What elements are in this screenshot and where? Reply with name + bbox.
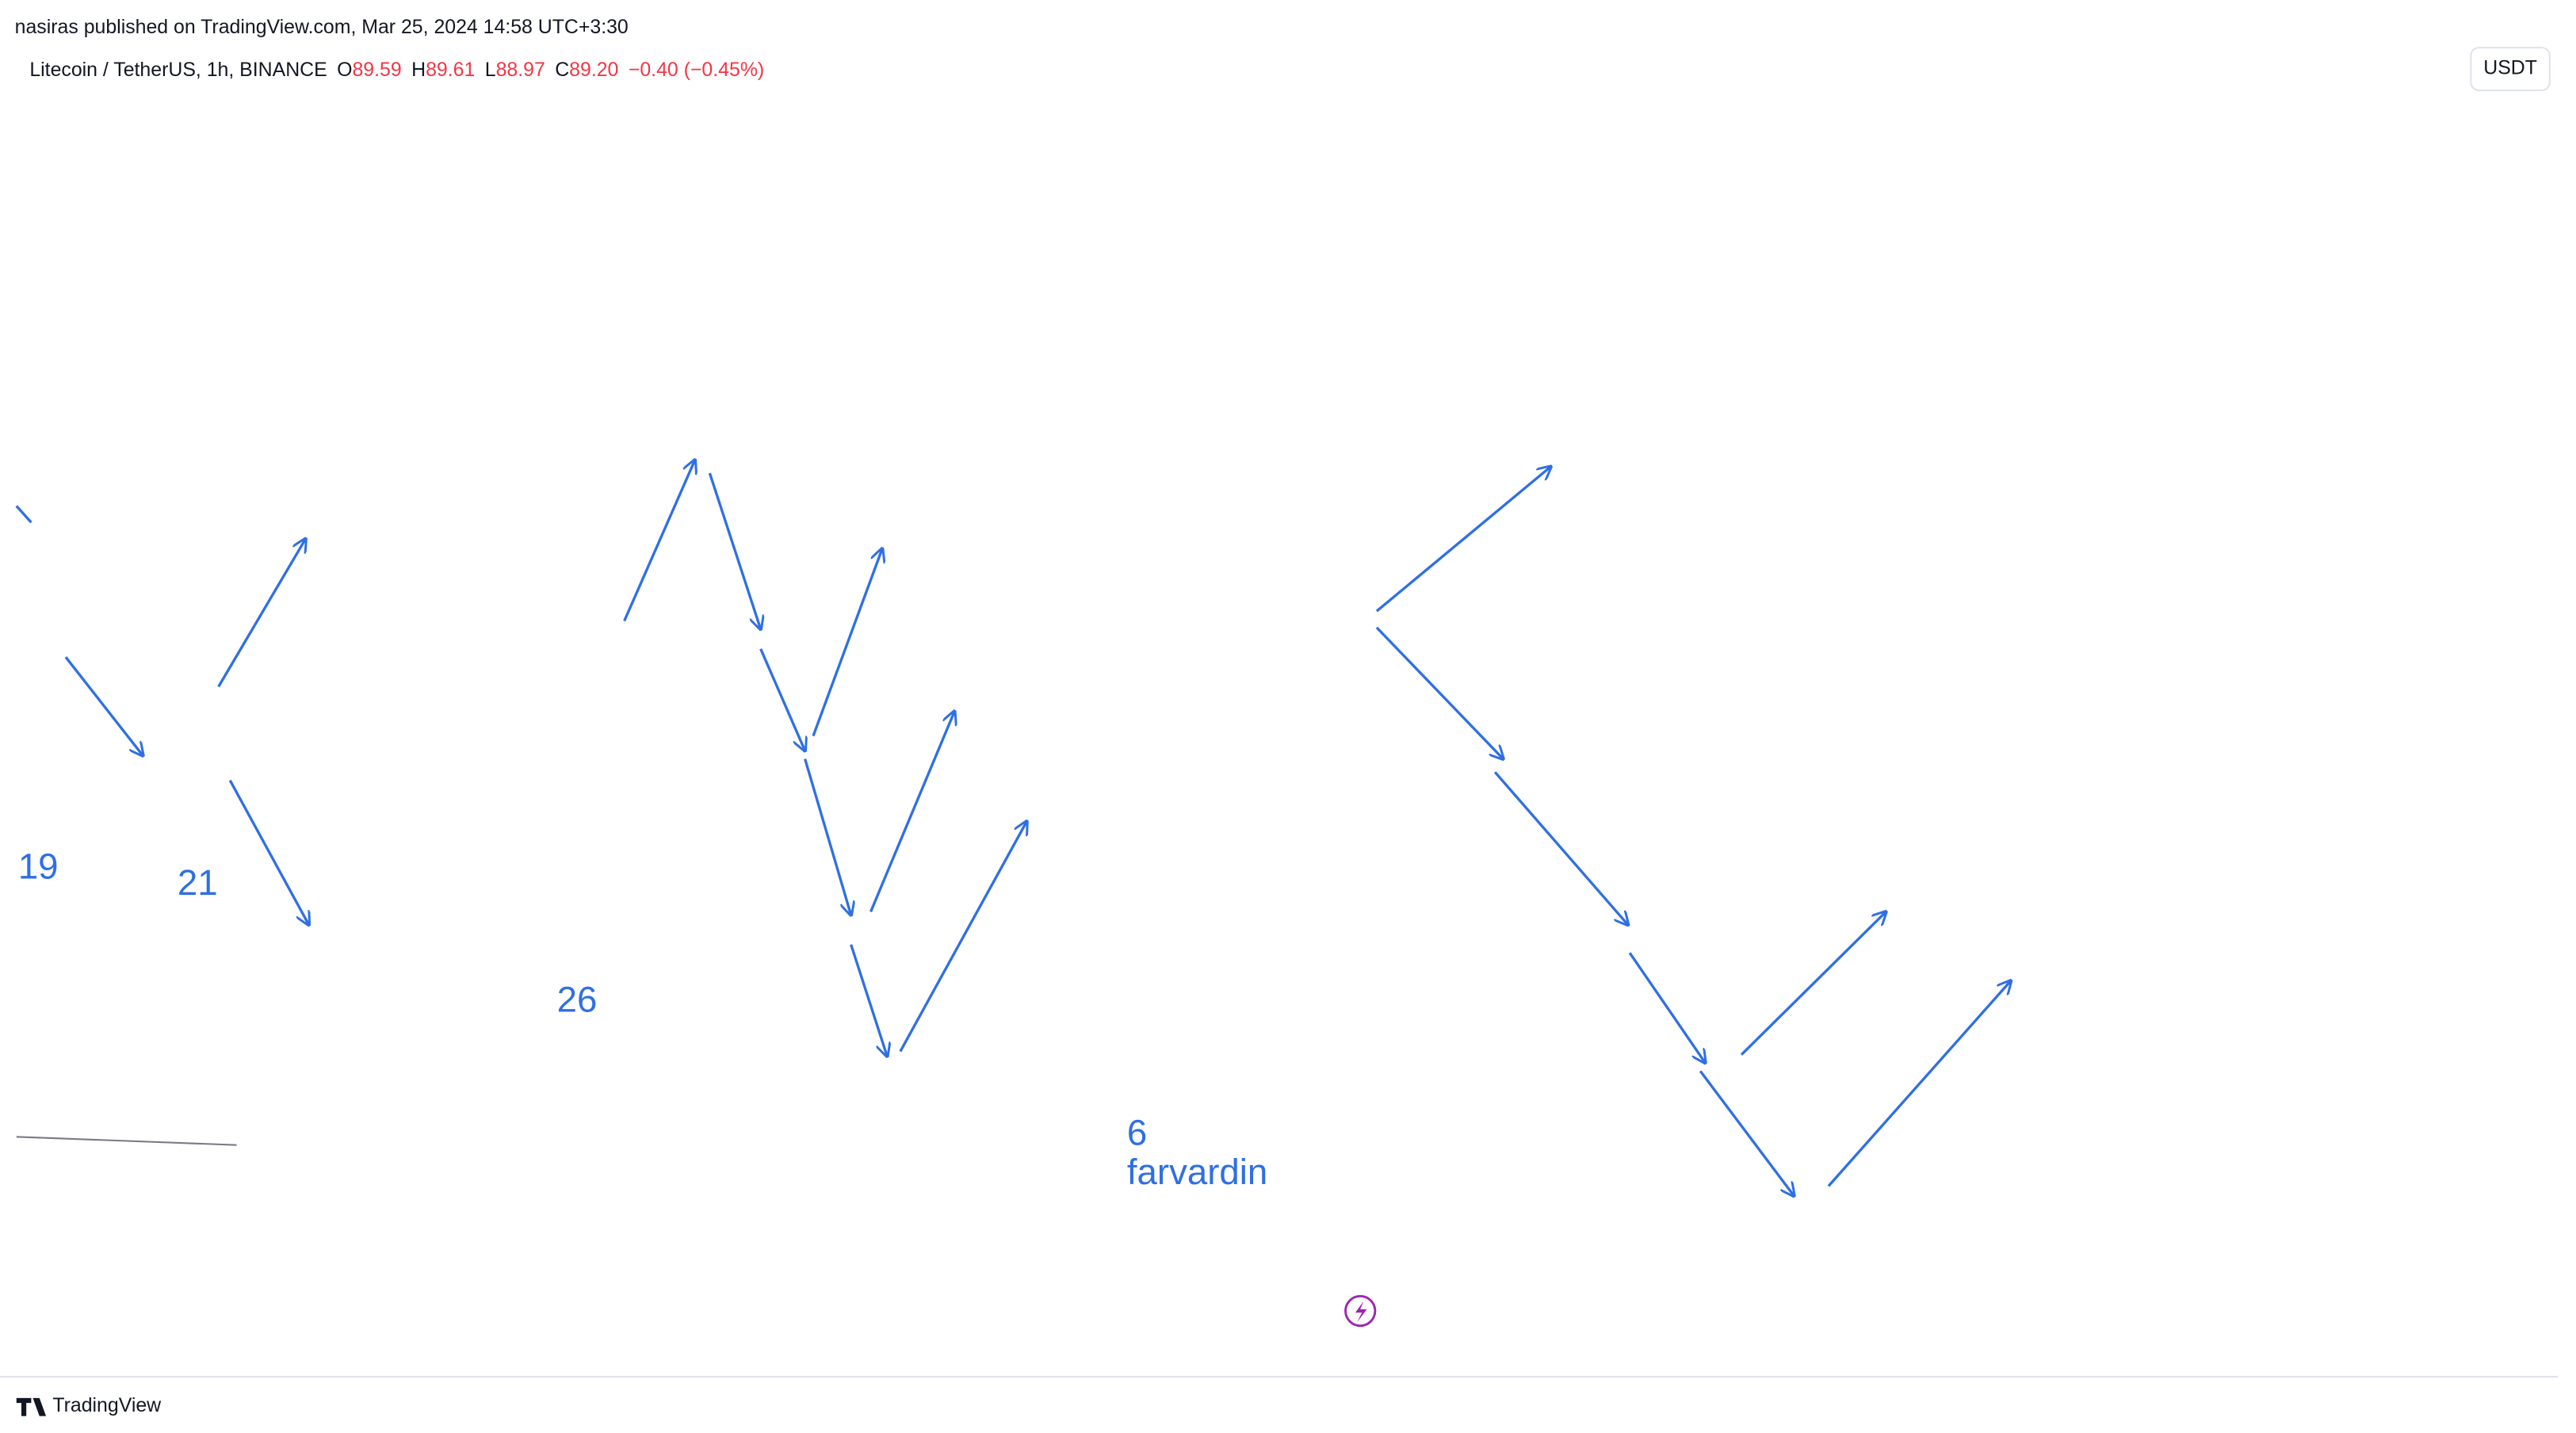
symbol-legend: Litecoin / TetherUS, 1h, BINANCE O89.59 H8…	[29, 59, 764, 81]
symbol-name: Litecoin / TetherUS, 1h, BINANCE	[29, 59, 327, 81]
annotation: 6	[1127, 1112, 1147, 1152]
annotations: 19 21 26 6 farvardin	[18, 846, 1267, 1192]
currency-button-label[interactable]: USDT	[2483, 57, 2537, 79]
ohlc-value: 89.59	[352, 59, 401, 81]
arrows	[15, 460, 2011, 1196]
published-line: nasiras published on TradingView.com, Ma…	[15, 16, 629, 38]
trend-line	[16, 1136, 237, 1146]
arrow	[850, 944, 888, 1057]
arrow	[1740, 911, 1886, 1056]
logo-mark	[16, 1397, 47, 1416]
annotation: 21	[178, 862, 218, 903]
ohlc-key: O	[337, 59, 352, 81]
arrow	[869, 711, 955, 912]
ohlc-value: 88.97	[496, 59, 545, 81]
annotation: 26	[557, 979, 598, 1019]
arrow	[217, 539, 306, 688]
arrow	[804, 759, 851, 915]
footer-logo: TradingView	[52, 1394, 162, 1416]
currency-button[interactable]	[2470, 47, 2551, 92]
ohlc-value: 89.20	[569, 59, 618, 81]
arrow	[64, 656, 143, 755]
ohlc-key: H	[411, 59, 426, 81]
event-icon-bolt	[1355, 1301, 1367, 1323]
annotation: 19	[18, 846, 59, 886]
arrow	[759, 648, 805, 751]
ohlc-key: L	[485, 59, 496, 81]
arrow	[1699, 1070, 1794, 1196]
price-axis-bg	[2460, 44, 2576, 1378]
annotation: farvardin	[1127, 1152, 1267, 1192]
drawing-line	[15, 505, 32, 524]
arrow	[1375, 626, 1504, 759]
arrow	[1375, 467, 1551, 613]
arrow	[1628, 952, 1705, 1063]
arrow	[228, 779, 308, 925]
change: −0.40 (−0.45%)	[629, 59, 764, 81]
arrow	[708, 472, 760, 629]
ohlc-value: 89.61	[426, 59, 475, 81]
arrow	[899, 821, 1027, 1053]
arrow	[623, 460, 695, 622]
arrow	[812, 548, 882, 737]
ohlc-key: C	[555, 59, 569, 81]
arrow	[1827, 980, 2011, 1187]
arrow	[1493, 771, 1628, 925]
